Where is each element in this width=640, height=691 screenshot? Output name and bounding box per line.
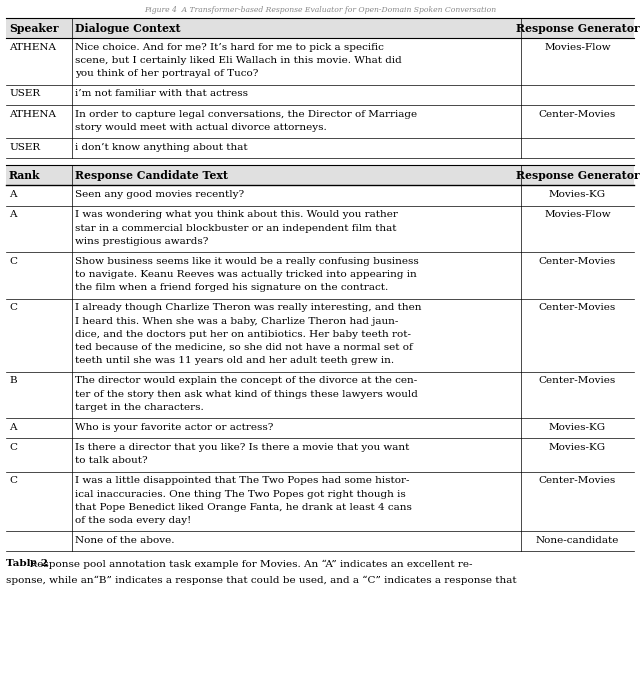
Text: ATHENA: ATHENA bbox=[9, 110, 56, 119]
Text: Movies-KG: Movies-KG bbox=[549, 190, 606, 199]
Text: C: C bbox=[9, 476, 17, 485]
Text: In order to capture legal conversations, the Director of Marriage: In order to capture legal conversations,… bbox=[75, 110, 417, 119]
Text: A: A bbox=[9, 210, 17, 219]
Text: B: B bbox=[9, 377, 17, 386]
Text: to navigate. Keanu Reeves was actually tricked into appearing in: to navigate. Keanu Reeves was actually t… bbox=[75, 270, 417, 279]
Text: I heard this. When she was a baby, Charlize Theron had jaun-: I heard this. When she was a baby, Charl… bbox=[75, 316, 398, 325]
Text: Movies-KG: Movies-KG bbox=[549, 423, 606, 432]
Text: target in the characters.: target in the characters. bbox=[75, 403, 204, 412]
Text: None of the above.: None of the above. bbox=[75, 536, 175, 545]
Text: i don’t know anything about that: i don’t know anything about that bbox=[75, 143, 248, 152]
Text: USER: USER bbox=[9, 143, 40, 152]
Text: of the soda every day!: of the soda every day! bbox=[75, 516, 191, 525]
Text: C: C bbox=[9, 443, 17, 452]
Text: The director would explain the concept of the divorce at the cen-: The director would explain the concept o… bbox=[75, 377, 417, 386]
Text: Response Generator: Response Generator bbox=[516, 23, 639, 34]
Text: ical inaccuracies. One thing The Two Popes got right though is: ical inaccuracies. One thing The Two Pop… bbox=[75, 489, 406, 498]
Text: Response pool annotation task example for Movies. An “A” indicates an excellent : Response pool annotation task example fo… bbox=[23, 560, 473, 569]
Bar bbox=[6, 18, 634, 38]
Text: Who is your favorite actor or actress?: Who is your favorite actor or actress? bbox=[75, 423, 273, 432]
Text: to talk about?: to talk about? bbox=[75, 456, 148, 465]
Text: Dialogue Context: Dialogue Context bbox=[75, 23, 180, 34]
Text: ATHENA: ATHENA bbox=[9, 43, 56, 52]
Text: I was wondering what you think about this. Would you rather: I was wondering what you think about thi… bbox=[75, 210, 398, 219]
Text: you think of her portrayal of Tuco?: you think of her portrayal of Tuco? bbox=[75, 69, 259, 78]
Text: A: A bbox=[9, 423, 17, 432]
Text: Response Generator: Response Generator bbox=[516, 170, 639, 181]
Text: Center-Movies: Center-Movies bbox=[539, 303, 616, 312]
Text: Movies-Flow: Movies-Flow bbox=[544, 43, 611, 52]
Bar bbox=[6, 165, 634, 185]
Text: teeth until she was 11 years old and her adult teeth grew in.: teeth until she was 11 years old and her… bbox=[75, 356, 394, 365]
Text: A: A bbox=[9, 190, 17, 199]
Text: C: C bbox=[9, 303, 17, 312]
Text: Center-Movies: Center-Movies bbox=[539, 476, 616, 485]
Text: None-candidate: None-candidate bbox=[536, 536, 619, 545]
Text: Is there a director that you like? Is there a movie that you want: Is there a director that you like? Is th… bbox=[75, 443, 410, 452]
Text: Center-Movies: Center-Movies bbox=[539, 377, 616, 386]
Text: Speaker: Speaker bbox=[9, 23, 59, 34]
Text: Rank: Rank bbox=[9, 170, 40, 181]
Text: Nice choice. And for me? It’s hard for me to pick a specific: Nice choice. And for me? It’s hard for m… bbox=[75, 43, 384, 52]
Text: i’m not familiar with that actress: i’m not familiar with that actress bbox=[75, 89, 248, 98]
Text: Response Candidate Text: Response Candidate Text bbox=[75, 170, 228, 181]
Text: Movies-KG: Movies-KG bbox=[549, 443, 606, 452]
Text: C: C bbox=[9, 257, 17, 266]
Text: Center-Movies: Center-Movies bbox=[539, 110, 616, 119]
Text: ter of the story then ask what kind of things these lawyers would: ter of the story then ask what kind of t… bbox=[75, 390, 418, 399]
Text: that Pope Benedict liked Orange Fanta, he drank at least 4 cans: that Pope Benedict liked Orange Fanta, h… bbox=[75, 503, 412, 512]
Text: story would meet with actual divorce attorneys.: story would meet with actual divorce att… bbox=[75, 123, 326, 132]
Text: Movies-Flow: Movies-Flow bbox=[544, 210, 611, 219]
Text: Seen any good movies recently?: Seen any good movies recently? bbox=[75, 190, 244, 199]
Text: the film when a friend forged his signature on the contract.: the film when a friend forged his signat… bbox=[75, 283, 388, 292]
Text: Center-Movies: Center-Movies bbox=[539, 257, 616, 266]
Text: star in a commercial blockbuster or an independent film that: star in a commercial blockbuster or an i… bbox=[75, 224, 396, 233]
Text: USER: USER bbox=[9, 89, 40, 98]
Text: wins prestigious awards?: wins prestigious awards? bbox=[75, 237, 208, 246]
Text: scene, but I certainly liked Eli Wallach in this movie. What did: scene, but I certainly liked Eli Wallach… bbox=[75, 56, 402, 65]
Text: Show business seems like it would be a really confusing business: Show business seems like it would be a r… bbox=[75, 257, 419, 266]
Text: Figure 4  A Transformer-based Response Evaluator for Open-Domain Spoken Conversa: Figure 4 A Transformer-based Response Ev… bbox=[144, 6, 496, 14]
Text: I already though Charlize Theron was really interesting, and then: I already though Charlize Theron was rea… bbox=[75, 303, 422, 312]
Text: dice, and the doctors put her on antibiotics. Her baby teeth rot-: dice, and the doctors put her on antibio… bbox=[75, 330, 411, 339]
Text: ted because of the medicine, so she did not have a normal set of: ted because of the medicine, so she did … bbox=[75, 343, 413, 352]
Text: sponse, while an“B” indicates a response that could be used, and a “C” indicates: sponse, while an“B” indicates a response… bbox=[6, 575, 516, 585]
Text: I was a little disappointed that The Two Popes had some histor-: I was a little disappointed that The Two… bbox=[75, 476, 410, 485]
Text: Table 2: Table 2 bbox=[6, 560, 48, 569]
